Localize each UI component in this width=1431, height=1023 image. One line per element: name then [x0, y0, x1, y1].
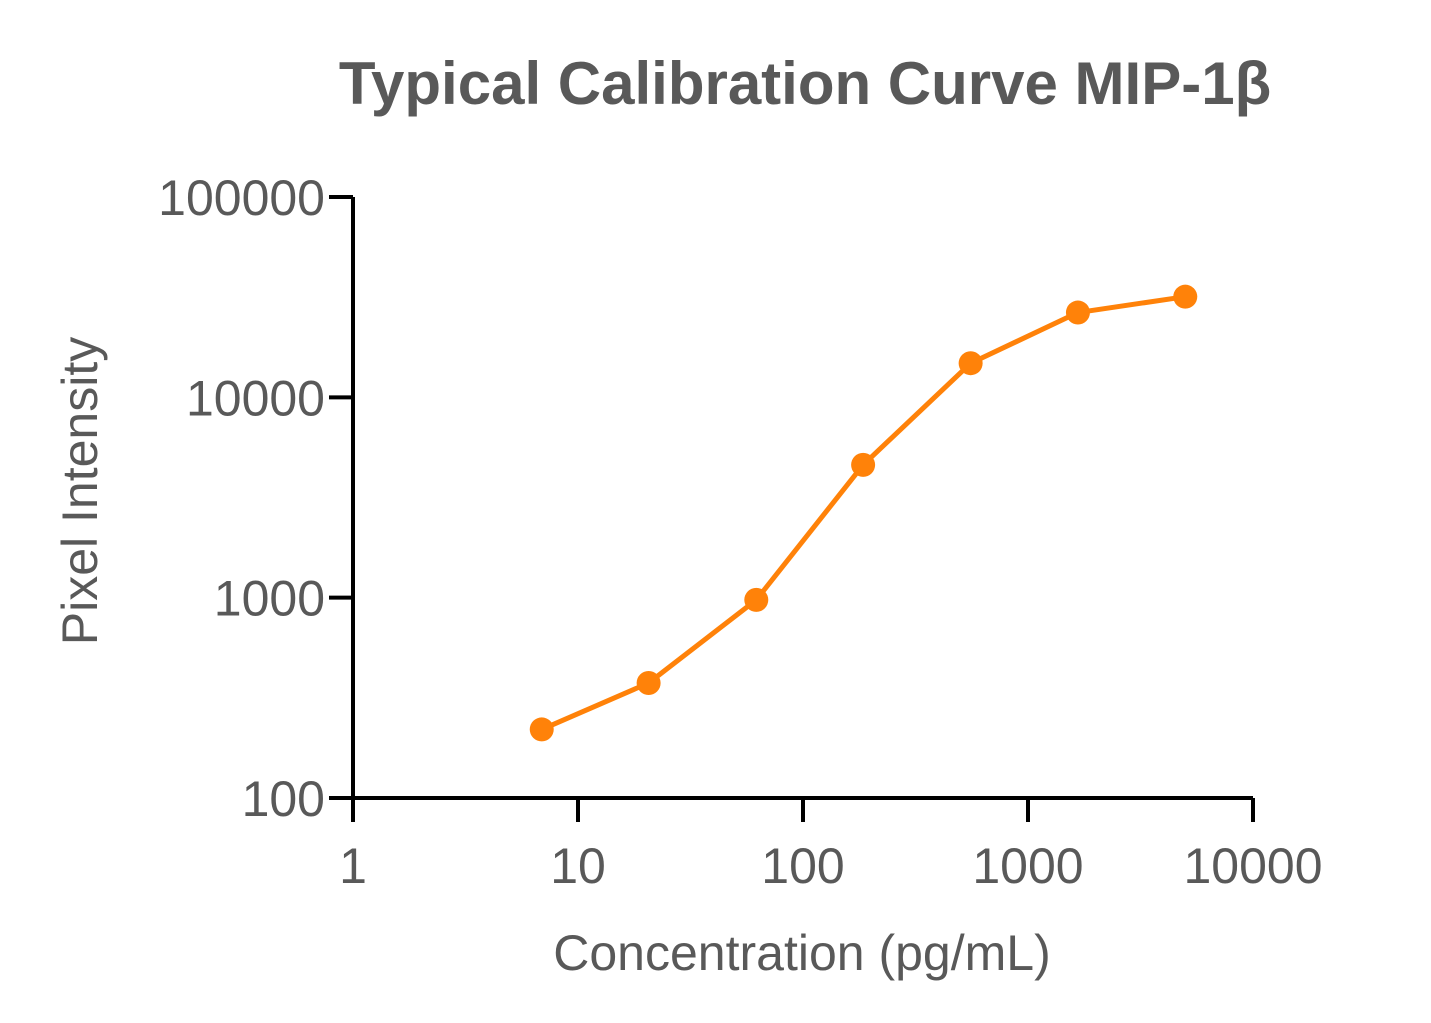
axes: [351, 197, 1253, 800]
x-tick-label: 10: [550, 838, 606, 894]
x-ticks: 1 10 100 1000 10000: [339, 798, 1323, 894]
chart-title: Typical Calibration Curve MIP-1β: [339, 50, 1271, 117]
series-line: [540, 294, 1186, 732]
x-tick-label: 1: [339, 838, 367, 894]
data-point: [851, 452, 876, 477]
data-point: [636, 671, 661, 696]
x-tick-label: 10000: [1183, 838, 1322, 894]
data-point: [958, 351, 983, 376]
series: [529, 284, 1198, 742]
y-tick-label: 1000: [214, 571, 325, 627]
y-tick-label: 100: [242, 771, 325, 827]
data-point: [744, 587, 769, 612]
y-tick-label: 100000: [158, 170, 325, 226]
data-point: [1065, 300, 1090, 325]
y-axis-label: Pixel Intensity: [52, 337, 108, 645]
x-tick-label: 1000: [972, 838, 1083, 894]
x-axis-label: Concentration (pg/mL): [553, 925, 1050, 981]
y-tick-label: 10000: [186, 370, 325, 426]
data-point: [529, 717, 554, 742]
y-ticks: 100 1000 10000 100000: [158, 170, 353, 827]
x-tick-label: 100: [761, 838, 844, 894]
data-point: [1173, 284, 1198, 309]
